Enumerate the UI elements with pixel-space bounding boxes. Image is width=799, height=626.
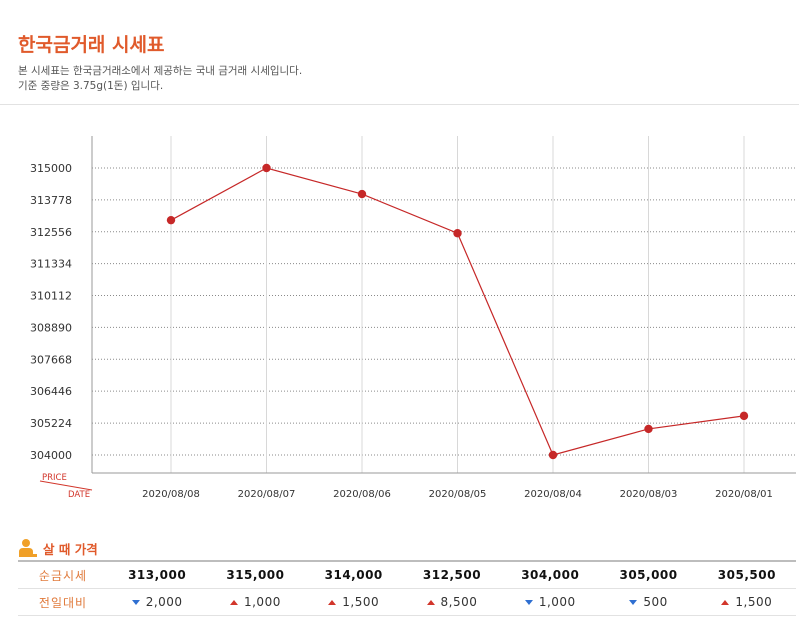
description-line: 본 시세표는 한국금거래소에서 제공하는 국내 금거래 시세입니다. bbox=[18, 65, 303, 77]
price-cell: 305,500 bbox=[697, 560, 796, 589]
data-point bbox=[548, 450, 558, 460]
data-point bbox=[644, 424, 653, 434]
axis-corner-divider bbox=[39, 480, 93, 491]
row-label-pure-gold: 순금시세 bbox=[18, 560, 108, 589]
change-cell: 2,000 bbox=[108, 588, 207, 616]
data-point bbox=[453, 229, 462, 238]
data-point bbox=[739, 411, 749, 421]
x-tick-label: 2020/08/03 bbox=[620, 489, 678, 500]
arrow-down-icon bbox=[524, 600, 533, 605]
change-cell: 8,500 bbox=[402, 588, 502, 616]
price-cell: 304,000 bbox=[501, 560, 600, 589]
y-tick-label: 311334 bbox=[30, 258, 72, 271]
y-tick-label: 308890 bbox=[30, 321, 72, 334]
x-tick-label: 2020/08/05 bbox=[429, 489, 487, 500]
description-line: 기준 중량은 3.75g(1돈) 입니다. bbox=[18, 80, 164, 92]
buy-price-label: 살 때 가격 bbox=[43, 541, 98, 557]
arrow-up-icon bbox=[229, 600, 238, 605]
y-axis-label: PRICE bbox=[42, 473, 67, 483]
arrow-down-icon bbox=[629, 600, 638, 605]
x-tick-label: 2020/08/04 bbox=[524, 489, 582, 500]
change-cell: 1,500 bbox=[304, 588, 403, 616]
data-point bbox=[357, 189, 367, 199]
table-row: 전일대비 2,000 1,000 1,500 8,500 1,000 500 1,500 bbox=[18, 588, 796, 616]
x-tick-label: 2020/08/07 bbox=[238, 489, 296, 500]
change-cell: 1,000 bbox=[206, 588, 305, 616]
change-value: 1,500 bbox=[342, 595, 380, 609]
arrow-up-icon bbox=[426, 600, 435, 605]
y-tick-label: 310112 bbox=[30, 290, 72, 303]
price-table: 순금시세 313,000 315,000 314,000 312,500 304,000… bbox=[18, 560, 796, 616]
arrow-up-icon bbox=[721, 600, 730, 605]
change-cell: 1,000 bbox=[501, 588, 600, 616]
x-tick-label: 2020/08/06 bbox=[333, 489, 391, 500]
change-cell: 500 bbox=[599, 588, 698, 616]
page-description: 본 시세표는 한국금거래소에서 제공하는 국내 금거래 시세입니다. 기준 중량… bbox=[18, 64, 302, 94]
x-tick-label: 2020/08/01 bbox=[715, 489, 773, 500]
page-title: 한국금거래 시세표 bbox=[18, 34, 165, 56]
data-point bbox=[262, 163, 271, 173]
gold-price-chart: 315000 313778 312556 311334 310112 308890 3076… bbox=[30, 136, 796, 500]
price-cell: 313,000 bbox=[108, 560, 207, 589]
y-tick-label: 315000 bbox=[30, 162, 72, 175]
price-cell: 314,000 bbox=[304, 560, 403, 589]
data-point bbox=[166, 215, 176, 225]
change-value: 2,000 bbox=[145, 595, 183, 609]
change-cell: 1,500 bbox=[697, 588, 796, 616]
change-value: 1,000 bbox=[243, 595, 281, 609]
price-cell: 312,500 bbox=[402, 560, 502, 589]
x-axis-label: DATE bbox=[68, 490, 90, 500]
price-cell: 315,000 bbox=[206, 560, 305, 589]
y-tick-label: 307668 bbox=[30, 353, 72, 366]
header-divider bbox=[0, 104, 799, 105]
change-value: 500 bbox=[643, 595, 668, 609]
x-tick-label: 2020/08/08 bbox=[142, 489, 200, 500]
change-value: 1,500 bbox=[735, 595, 773, 609]
y-tick-label: 305224 bbox=[30, 417, 72, 430]
row-label-change: 전일대비 bbox=[18, 588, 108, 616]
arrow-up-icon bbox=[328, 600, 337, 605]
person-icon bbox=[19, 539, 37, 557]
y-tick-label: 312556 bbox=[30, 226, 72, 239]
y-tick-label: 304000 bbox=[30, 449, 72, 462]
y-tick-label: 313778 bbox=[30, 194, 72, 207]
buy-price-header: 살 때 가격 bbox=[18, 538, 98, 558]
change-value: 1,000 bbox=[538, 595, 576, 609]
arrow-down-icon bbox=[131, 600, 140, 605]
table-row: 순금시세 313,000 315,000 314,000 312,500 304,000… bbox=[18, 560, 796, 589]
change-value: 8,500 bbox=[440, 595, 478, 609]
price-cell: 305,000 bbox=[599, 560, 698, 589]
y-tick-label: 306446 bbox=[30, 385, 72, 398]
